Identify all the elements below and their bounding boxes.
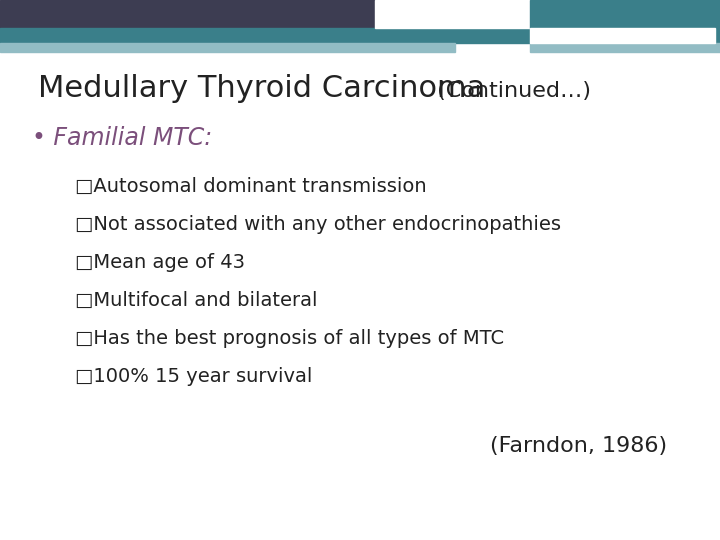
Text: Medullary Thyroid Carcinoma: Medullary Thyroid Carcinoma [38, 74, 485, 103]
Text: □Has the best prognosis of all types of MTC: □Has the best prognosis of all types of … [75, 329, 504, 348]
Bar [530, 0, 720, 28]
Text: □100% 15 year survival: □100% 15 year survival [75, 367, 312, 386]
Text: (Farndon, 1986): (Farndon, 1986) [490, 436, 667, 456]
Text: □Not associated with any other endocrinopathies: □Not associated with any other endocrino… [75, 215, 561, 234]
Bar [0, 0, 720, 28]
Bar [0, 28, 720, 43]
Bar [375, 0, 530, 28]
Text: (Continued…): (Continued…) [430, 81, 591, 101]
Bar [530, 43, 720, 52]
Bar [0, 43, 455, 52]
Text: □Mean age of 43: □Mean age of 43 [75, 253, 245, 272]
Text: □Autosomal dominant transmission: □Autosomal dominant transmission [75, 177, 427, 196]
Bar [530, 28, 715, 43]
Text: □Multifocal and bilateral: □Multifocal and bilateral [75, 291, 318, 310]
Text: • Familial MTC:: • Familial MTC: [32, 126, 212, 150]
